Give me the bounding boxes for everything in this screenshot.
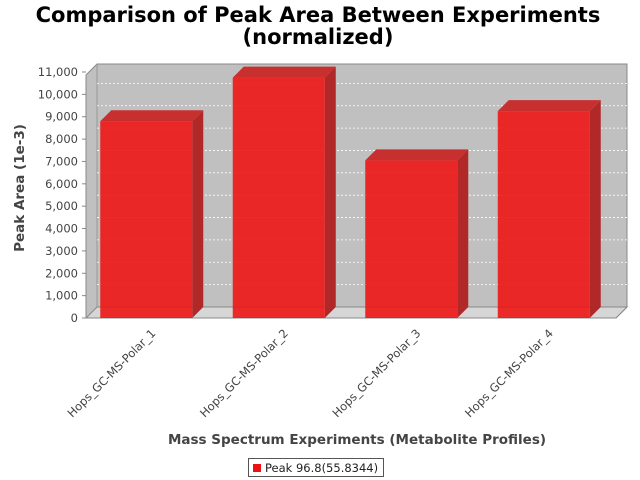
bar-front bbox=[100, 121, 193, 318]
bar-front bbox=[232, 77, 325, 318]
bar-top bbox=[100, 110, 204, 122]
y-tick-label: 5,000 bbox=[45, 199, 78, 213]
legend-swatch bbox=[253, 463, 261, 472]
x-tick-label: Hops_GC-MS-Polar_3 bbox=[329, 326, 423, 420]
bar-side bbox=[589, 100, 601, 319]
bar-top bbox=[365, 149, 469, 161]
legend-label: Peak 96.8(55.8344) bbox=[265, 460, 379, 475]
y-axis-label: Peak Area (1e-3) bbox=[12, 124, 28, 252]
bar bbox=[100, 110, 204, 318]
bar-side bbox=[457, 149, 469, 318]
x-tick-label: Hops_GC-MS-Polar_2 bbox=[197, 326, 291, 420]
x-axis-label: Mass Spectrum Experiments (Metabolite Pr… bbox=[168, 432, 546, 448]
x-tick-label: Hops_GC-MS-Polar_1 bbox=[64, 326, 158, 420]
x-axis: Hops_GC-MS-Polar_1 Hops_GC-MS-Polar_2 Hops… bbox=[64, 326, 555, 420]
y-tick-label: 9,000 bbox=[45, 110, 78, 124]
bar-side bbox=[192, 110, 204, 318]
legend: Peak 96.8(55.8344) bbox=[248, 458, 385, 477]
y-tick-label: 6,000 bbox=[45, 177, 78, 191]
chart-title: Comparison of Peak Area Between Experime… bbox=[36, 3, 601, 27]
bar bbox=[232, 66, 336, 318]
bar-side bbox=[324, 66, 336, 318]
y-tick-label: 2,000 bbox=[45, 266, 78, 280]
bar bbox=[497, 100, 601, 319]
y-tick-label: 0 bbox=[71, 311, 78, 325]
y-tick-label: 7,000 bbox=[45, 154, 78, 168]
y-tick-label: 4,000 bbox=[45, 222, 78, 236]
chart-subtitle: (normalized) bbox=[243, 25, 394, 49]
bar-top bbox=[232, 66, 336, 78]
bars bbox=[100, 66, 601, 319]
y-tick-label: 3,000 bbox=[45, 244, 78, 258]
bar-front bbox=[365, 160, 458, 318]
y-axis: 0 1,000 2,000 3,000 4,000 5,000 6,000 7,000 8,00… bbox=[38, 65, 87, 325]
bar-top bbox=[497, 100, 601, 112]
x-tick-label: Hops_GC-MS-Polar_4 bbox=[462, 326, 556, 420]
y-tick-label: 11,000 bbox=[38, 65, 78, 79]
y-tick-label: 1,000 bbox=[45, 289, 78, 303]
y-tick-label: 8,000 bbox=[45, 132, 78, 146]
bar bbox=[365, 149, 469, 318]
y-tick-label: 10,000 bbox=[38, 87, 78, 101]
bar-front bbox=[497, 111, 590, 319]
